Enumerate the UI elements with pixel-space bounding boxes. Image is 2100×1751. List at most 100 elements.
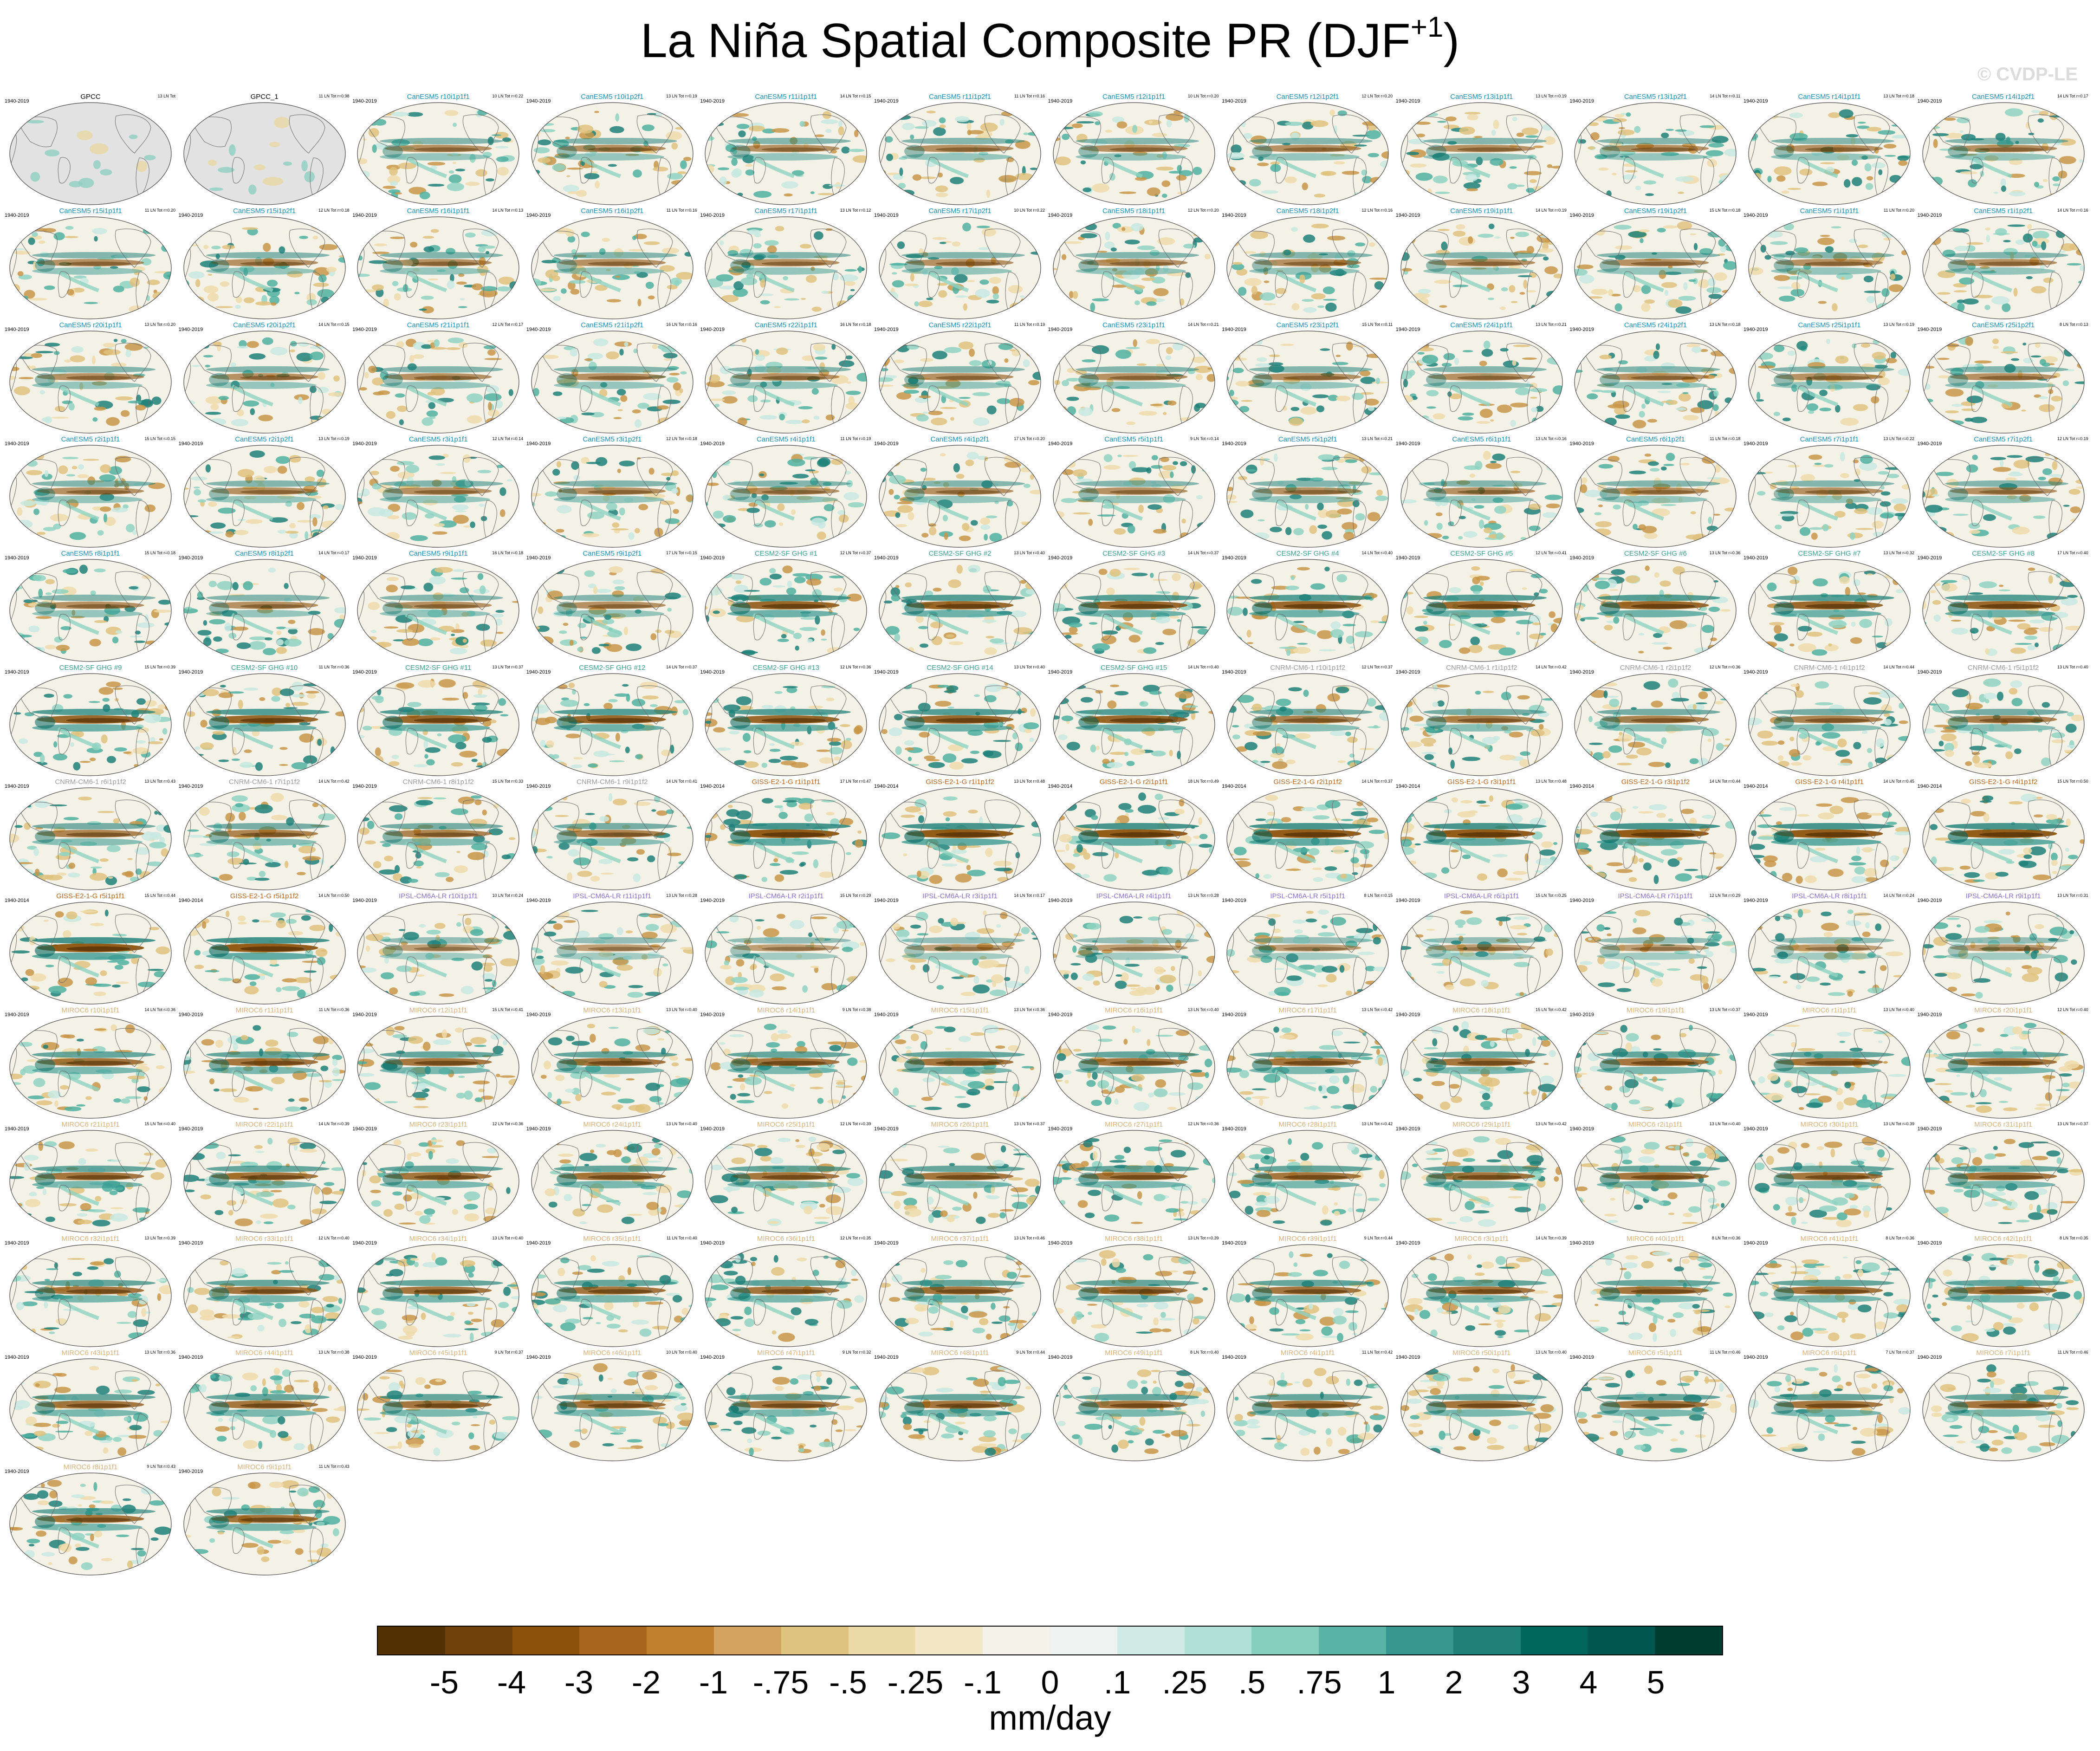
panel-stat: 13 LN Tot r=0.40 [1187, 1007, 1219, 1012]
panel-years: 1940-2019 [1048, 898, 1073, 903]
panel-title: MIROC6 r43i1p1f1 [61, 1349, 120, 1357]
panel-stat: 12 LN Tot r=0.40 [2057, 1007, 2088, 1012]
panel-stat: 15 LN Tot r=0.50 [2057, 779, 2088, 784]
panel-title: MIROC6 r22i1p1f1 [235, 1121, 294, 1128]
map-panel: CanESM5 r24i1p1f1 1940-2019 13 LN Tot r=0.… [1395, 321, 1569, 436]
panel-stat: 14 LN Tot r=0.39 [1536, 1236, 1567, 1240]
composite-map [1052, 787, 1215, 890]
panel-title: CanESM5 r11i1p2f1 [929, 93, 991, 101]
panel-years: 1940-2019 [5, 555, 29, 561]
map-panel: MIROC6 r46i1p1f1 1940-2019 10 LN Tot r=0.4… [525, 1349, 699, 1464]
panel-years: 1940-2019 [5, 1012, 29, 1018]
panel-title: CESM2-SF GHG #4 [1276, 550, 1339, 558]
panel-title: CanESM5 r16i1p2f1 [581, 207, 644, 215]
map-panel: MIROC6 r15i1p1f1 1940-2019 13 LN Tot r=0.3… [873, 1006, 1047, 1122]
panel-stat: 14 LN Tot r=0.17 [318, 551, 350, 555]
panel-title: CESM2-SF GHG #12 [579, 664, 646, 672]
panel-years: 1940-2019 [700, 1355, 725, 1360]
panel-title: CanESM5 r5i1p1f1 [1104, 435, 1163, 443]
panel-years: 1940-2019 [526, 213, 551, 218]
panel-stat: 14 LN Tot r=0.21 [1187, 322, 1219, 327]
panel-stat: 13 LN Tot r=0.19 [1883, 322, 1914, 327]
panel-stat: 14 LN Tot r=0.41 [666, 779, 697, 784]
panel-years: 1940-2019 [352, 441, 377, 447]
map-panel: CanESM5 r22i1p2f1 1940-2019 11 LN Tot r=0.… [873, 321, 1047, 436]
panel-title: MIROC6 r1i1p1f1 [1802, 1006, 1857, 1014]
panel-stat: 16 LN Tot r=0.16 [666, 322, 697, 327]
map-panel: MIROC6 r43i1p1f1 1940-2019 13 LN Tot r=0.3… [4, 1349, 177, 1464]
panel-stat: 12 LN Tot r=0.20 [1187, 208, 1219, 213]
panel-years: 1940-2019 [1395, 441, 1420, 447]
panel-stat: 12 LN Tot r=0.18 [666, 436, 697, 441]
panel-stat: 13 LN Tot r=0.20 [144, 322, 175, 327]
map-panel: CanESM5 r3i1p1f1 1940-2019 12 LN Tot r=0.1… [351, 435, 525, 551]
panel-years: 1940-2014 [874, 784, 899, 789]
map-panel: MIROC6 r45i1p1f1 1940-2019 9 LN Tot r=0.37 [351, 1349, 525, 1464]
panel-stat: 14 LN Tot r=0.37 [1361, 779, 1393, 784]
map-panel: MIROC6 r33i1p1f1 1940-2019 12 LN Tot r=0.4… [178, 1235, 351, 1350]
map-panel: CanESM5 r7i1p2f1 1940-2019 12 LN Tot r=0.1… [1917, 435, 2090, 551]
map-panel: IPSL-CM6A-LR r5i1p1f1 1940-2019 8 LN Tot r… [1221, 892, 1394, 1007]
map-panel: GPCC_1 11 LN Tot r=0.98 [178, 93, 351, 208]
panel-years: 1940-2019 [1569, 898, 1594, 903]
panel-stat: 13 LN Tot r=0.36 [1709, 551, 1741, 555]
colorbar-swatch [1386, 1627, 1453, 1654]
panel-stat: 13 LN Tot r=0.42 [1361, 1007, 1393, 1012]
panel-stat: 15 LN Tot r=0.44 [144, 893, 175, 898]
panel-years: 1940-2019 [874, 1012, 899, 1018]
composite-map [9, 1130, 172, 1233]
panel-years: 1940-2019 [700, 898, 725, 903]
panel-title: CanESM5 r10i1p1f1 [407, 93, 470, 101]
composite-map [1052, 1016, 1215, 1119]
panel-years: 1940-2019 [5, 1126, 29, 1132]
panel-stat: 18 LN Tot r=0.49 [1187, 779, 1219, 784]
panel-years: 1940-2019 [1222, 1240, 1246, 1246]
panel-stat: 9 LN Tot r=0.44 [1016, 1350, 1045, 1355]
panel-years: 1940-2019 [5, 669, 29, 675]
panel-years: 1940-2019 [1744, 98, 1768, 104]
map-panel: MIROC6 r44i1p1f1 1940-2019 13 LN Tot r=0.3… [178, 1349, 351, 1464]
composite-map [1052, 559, 1215, 662]
map-panel: CanESM5 r3i1p2f1 1940-2019 12 LN Tot r=0.1… [525, 435, 699, 551]
map-panel: MIROC6 r24i1p1f1 1940-2019 13 LN Tot r=0.4… [525, 1121, 699, 1236]
composite-map [1748, 216, 1911, 319]
panel-years: 1940-2019 [178, 1240, 203, 1246]
composite-map [705, 901, 867, 1005]
panel-years: 1940-2014 [1048, 784, 1073, 789]
map-panel: CanESM5 r19i1p1f1 1940-2019 14 LN Tot r=0.… [1395, 207, 1569, 322]
map-panel: MIROC6 r1i1p1f1 1940-2019 13 LN Tot r=0.40 [1743, 1006, 1916, 1122]
composite-map [357, 1130, 519, 1233]
composite-map [183, 102, 346, 205]
panel-stat: 13 LN Tot r=0.40 [1014, 665, 1045, 669]
composite-map [705, 1358, 867, 1461]
panel-years: 1940-2019 [1395, 98, 1420, 104]
panel-years: 1940-2019 [352, 98, 377, 104]
panel-title: CanESM5 r17i1p2f1 [928, 207, 992, 215]
colorbar-tick-label: 0 [1041, 1664, 1059, 1700]
panel-years: 1940-2019 [1569, 669, 1594, 675]
panel-title: CanESM5 r16i1p1f1 [407, 207, 470, 215]
panel-stat: 15 LN Tot r=0.40 [144, 1122, 175, 1126]
composite-map [879, 1244, 1041, 1347]
panel-title: CESM2-SF GHG #7 [1798, 550, 1861, 558]
panel-years: 1940-2019 [178, 1012, 203, 1018]
panel-stat: 14 LN Tot r=0.50 [318, 893, 350, 898]
panel-years: 1940-2019 [700, 555, 725, 561]
panel-stat: 14 LN Tot r=0.37 [666, 665, 697, 669]
composite-map [1748, 1130, 1911, 1233]
panel-years: 1940-2019 [526, 327, 551, 332]
panel-stat: 10 LN Tot r=0.40 [666, 1350, 697, 1355]
panel-stat: 13 LN Tot r=0.40 [666, 1122, 697, 1126]
composite-map [357, 331, 519, 434]
panel-years: 1940-2019 [5, 1469, 29, 1474]
colorbar-swatch [1453, 1627, 1521, 1654]
panel-years: 1940-2019 [5, 1240, 29, 1246]
composite-map [531, 559, 694, 662]
panel-years: 1940-2019 [1222, 898, 1246, 903]
panel-stat: 12 LN Tot r=0.37 [1361, 665, 1393, 669]
composite-map [879, 216, 1041, 319]
map-panel: MIROC6 r37i1p1f1 1940-2019 13 LN Tot r=0.4… [873, 1235, 1047, 1350]
map-panel: MIROC6 r10i1p1f1 1940-2019 14 LN Tot r=0.3… [4, 1006, 177, 1122]
panel-title: MIROC6 r49i1p1f1 [1105, 1349, 1163, 1357]
panel-stat: 12 LN Tot r=0.36 [492, 1122, 524, 1126]
